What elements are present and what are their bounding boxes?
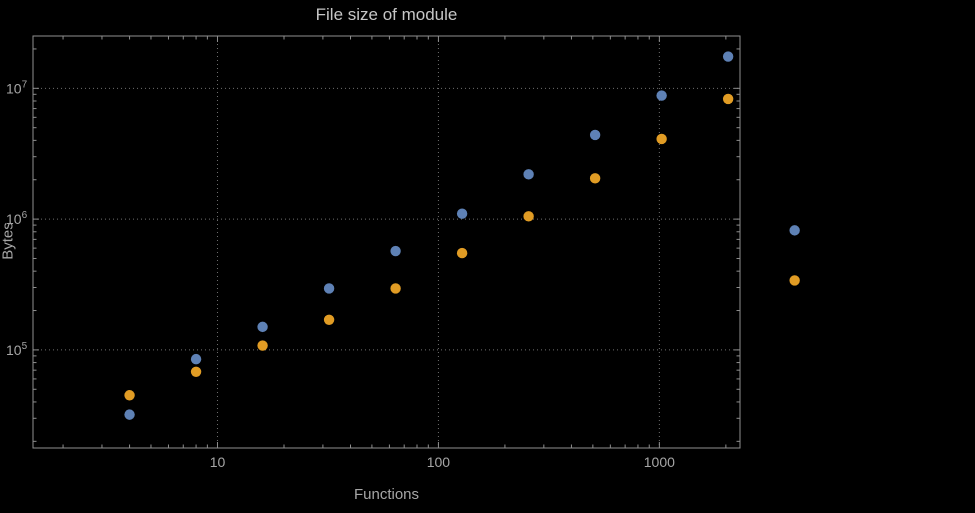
- data-point-blue: [257, 321, 268, 333]
- data-point-blue: [390, 245, 401, 257]
- chart-title: File size of module: [315, 5, 458, 24]
- y-tick-label: 106: [6, 210, 28, 227]
- data-point-orange: [124, 390, 135, 401]
- y-tick-label: 107: [6, 79, 28, 96]
- data-point-orange: [722, 93, 734, 105]
- data-point-orange: [323, 314, 335, 325]
- data-point-blue: [789, 225, 800, 236]
- data-point-orange: [257, 340, 268, 351]
- data-point-blue: [190, 353, 202, 365]
- axis-ticks: [33, 36, 740, 448]
- data-point-orange: [456, 247, 468, 259]
- x-tick-label: 1000: [644, 454, 675, 470]
- data-point-orange: [789, 275, 800, 286]
- data-point-orange: [589, 173, 601, 184]
- data-point-blue: [323, 283, 335, 294]
- y-axis-label: Bytes: [0, 222, 17, 260]
- data-point-blue: [722, 51, 734, 62]
- data-point-blue: [456, 208, 468, 219]
- data-point-orange: [190, 366, 202, 378]
- series-orange: [124, 93, 800, 401]
- x-tick-label: 100: [427, 454, 451, 470]
- data-point-blue: [523, 169, 534, 180]
- gridlines: [33, 36, 740, 448]
- plot-frame: [32, 35, 741, 449]
- x-tick-label: 10: [210, 454, 226, 470]
- series-blue: [124, 51, 800, 420]
- y-tick-label: 105: [6, 341, 28, 358]
- data-point-orange: [523, 211, 534, 222]
- data-point-blue: [589, 129, 601, 141]
- data-point-orange: [390, 283, 401, 294]
- data-point-blue: [656, 90, 667, 101]
- data-point-orange: [656, 133, 667, 145]
- data-point-blue: [124, 409, 135, 420]
- x-axis-label: Functions: [353, 486, 420, 503]
- tick-labels: 10 100 1000 105 106 107: [6, 79, 675, 470]
